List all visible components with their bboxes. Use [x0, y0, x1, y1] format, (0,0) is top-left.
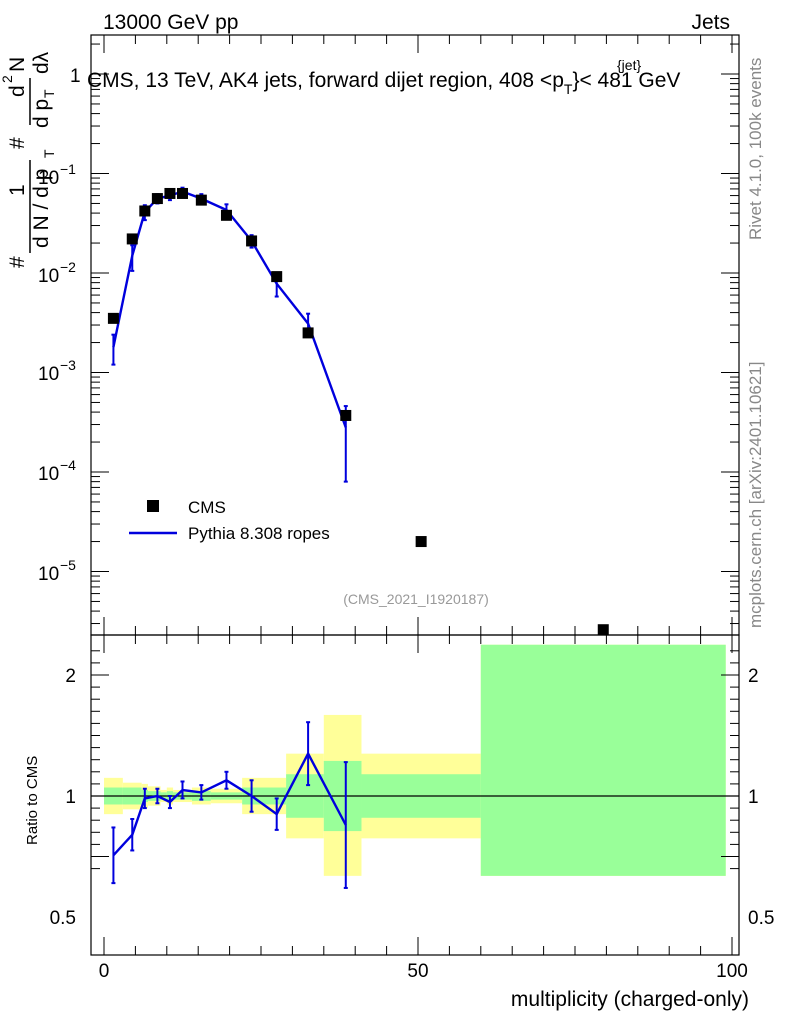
- cms-data-point: [271, 271, 283, 283]
- main-title-tail: }< 481 GeV: [572, 69, 680, 92]
- cms-data-point: [139, 205, 151, 217]
- main-y-tick-labels: 1 10 −1 10 −2 10 −3 10 −4 10 −5: [38, 66, 81, 585]
- main-panel-frame: [90, 34, 740, 636]
- ratio-ytick-05-right: 0.5: [748, 908, 774, 929]
- x-axis-label: multiplicity (charged-only): [511, 988, 749, 1011]
- ytick-label-10m3-base: 10: [38, 364, 59, 385]
- ylabel-denominator: d N / d p: [30, 169, 53, 248]
- xtick-label-0: 0: [99, 961, 110, 982]
- cms-data-point: [302, 327, 314, 339]
- energy-label: 13000 GeV pp: [103, 11, 238, 34]
- rivet-label: Rivet 4.1.0, 100k events: [746, 58, 765, 240]
- ytick-label-10m3-exp: −3: [60, 357, 76, 373]
- legend: CMS Pythia 8.308 ropes: [129, 498, 330, 543]
- ytick-label-10m2-base: 10: [38, 266, 59, 287]
- source-label: mcplots.cern.ch [arXiv:2401.10621]: [746, 362, 765, 628]
- ylabel-dpt: d p: [30, 99, 53, 128]
- ratio-panel-frame: [90, 634, 740, 956]
- legend-label-pythia: Pythia 8.308 ropes: [188, 524, 330, 543]
- ratio-y-axis-label: Ratio to CMS: [24, 756, 41, 845]
- ratio-ytick-1-left: 1: [65, 787, 76, 808]
- ratio-mc-series: [111, 721, 348, 889]
- legend-label-cms: CMS: [188, 498, 226, 517]
- main-title-sup: {jet}: [617, 57, 641, 73]
- ytick-label-10m5-exp: −5: [60, 557, 76, 573]
- ylabel-hash-1: #: [6, 256, 29, 268]
- cms-data-point: [597, 624, 609, 636]
- cms-data-point: [195, 194, 207, 206]
- ytick-label-10m4-base: 10: [38, 464, 59, 485]
- ratio-panel-ticks: [91, 635, 739, 955]
- main-panel-ticks: [91, 35, 739, 635]
- ylabel-hash-2: #: [6, 137, 29, 149]
- ytick-label-10m1-exp: −1: [60, 161, 76, 177]
- ratio-mc-line: [112, 751, 347, 857]
- main-y-axis-label: # 1 d N / d p T # d p T d 2 N dλ: [0, 51, 57, 268]
- ytick-label-10m1-base: 10: [38, 168, 59, 189]
- cms-data-point: [415, 536, 427, 548]
- cms-data-point: [107, 312, 119, 324]
- ytick-label-1: 1: [70, 66, 81, 87]
- ratio-ytick-2-left: 2: [65, 666, 76, 687]
- x-tick-labels: 0 50 100: [99, 961, 748, 982]
- analysis-tag: (CMS_2021_I1920187): [343, 591, 489, 607]
- mc-line: [112, 190, 347, 428]
- ratio-y-tick-labels: 2 1 0.5 2 1 0.5: [50, 666, 775, 929]
- ratio-ytick-1-right: 1: [748, 787, 759, 808]
- cms-data-point: [151, 193, 163, 205]
- ratio-panel-bands: [104, 644, 726, 876]
- ytick-label-10m4-exp: −4: [60, 457, 76, 473]
- ylabel-d: d: [6, 85, 29, 97]
- main-title-sub: T: [564, 81, 573, 97]
- cms-data-point: [126, 233, 138, 245]
- ylabel-n: N: [6, 57, 29, 72]
- ytick-label-10m5-base: 10: [38, 564, 59, 585]
- cms-data-point: [164, 187, 176, 199]
- xtick-label-100: 100: [716, 961, 748, 982]
- cms-data-point: [246, 235, 258, 247]
- ylabel-denominator-sub: T: [41, 149, 57, 158]
- category-label: Jets: [691, 11, 730, 34]
- ylabel-dpt-sub: T: [41, 89, 57, 98]
- xtick-label-50: 50: [407, 961, 428, 982]
- ratio-ytick-2-right: 2: [748, 666, 759, 687]
- main-title: CMS, 13 TeV, AK4 jets, forward dijet reg…: [87, 69, 680, 97]
- main-data-series: [107, 187, 609, 636]
- ylabel-dlambda: dλ: [30, 51, 53, 74]
- band-inner: [480, 644, 726, 876]
- ratio-ytick-05-left: 0.5: [50, 908, 76, 929]
- cms-data-point: [340, 409, 352, 421]
- main-title-text: CMS, 13 TeV, AK4 jets, forward dijet reg…: [87, 69, 564, 92]
- ylabel-one: 1: [6, 184, 29, 196]
- ylabel-exp: 2: [0, 75, 15, 83]
- ytick-label-10m2-exp: −2: [60, 259, 76, 275]
- cms-data-point: [177, 187, 188, 199]
- legend-marker-cms: [147, 500, 159, 512]
- cms-data-point: [220, 209, 232, 221]
